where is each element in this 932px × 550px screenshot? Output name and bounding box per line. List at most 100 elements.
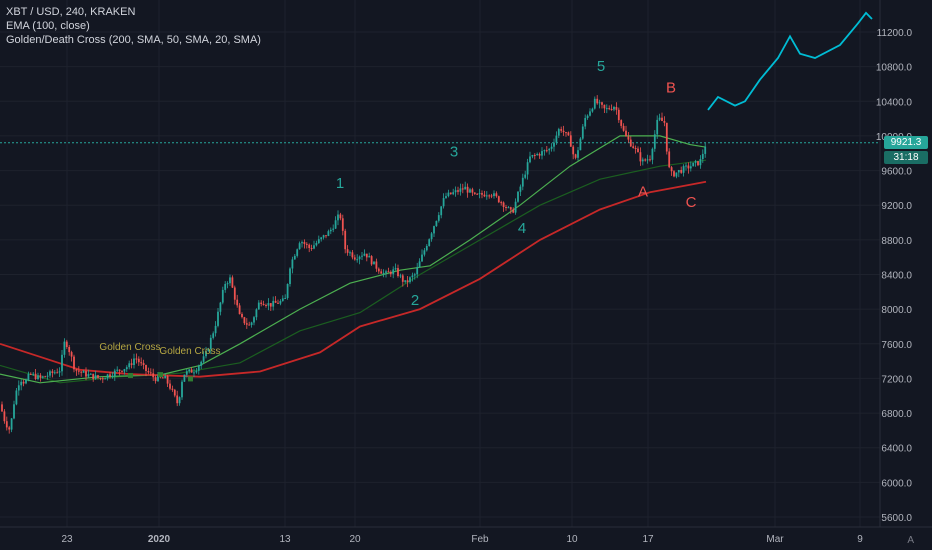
candle-body [639, 152, 642, 162]
x-tick-label: Feb [471, 534, 489, 545]
candle-body [682, 166, 685, 173]
candle-body [409, 277, 411, 283]
candle-body [49, 371, 51, 376]
candle-body [217, 311, 219, 326]
candle-body [392, 269, 395, 275]
candle-body [200, 361, 203, 366]
candle-body [161, 377, 164, 379]
candle-body [284, 298, 287, 299]
legend-cross[interactable]: Golden/Death Cross (200, SMA, 50, SMA, 2… [6, 34, 261, 46]
candle-body [97, 375, 99, 378]
candle-body [5, 421, 8, 428]
candle-body [620, 120, 623, 126]
y-tick-label: 6400.0 [881, 444, 912, 455]
legend-ema[interactable]: EMA (100, close) [6, 20, 90, 32]
candle-body [77, 370, 80, 372]
candle-body [13, 404, 15, 419]
candle-body [694, 161, 697, 163]
candle-body [332, 228, 335, 230]
candle-body [461, 188, 464, 190]
candle-body [425, 246, 428, 251]
candle-body [185, 371, 188, 375]
candle-body [634, 148, 637, 149]
legend-symbol[interactable]: XBT / USD, 240, KRAKEN [6, 6, 136, 18]
candle-body [329, 229, 332, 232]
candle-body [195, 370, 198, 373]
candle-body [334, 220, 337, 229]
candle-body [382, 272, 385, 274]
candle-body [418, 261, 421, 268]
candle-body [416, 267, 419, 275]
price-axis[interactable]: 11200.010800.010400.010000.09600.09200.0… [876, 28, 913, 524]
candle-body [341, 218, 344, 231]
candle-body [149, 372, 152, 374]
candle-body [346, 249, 349, 253]
candle-body [293, 255, 296, 260]
candle-body [406, 280, 409, 283]
candle-body [505, 207, 507, 208]
last-price-tag: 9921.3 [884, 136, 928, 149]
candle-body [243, 317, 246, 324]
candle-body [169, 383, 171, 389]
candle-body [37, 375, 39, 379]
candle-body [538, 154, 541, 156]
auto-scale-button[interactable]: A [907, 535, 914, 546]
candle-body [130, 363, 133, 365]
candle-body [20, 381, 23, 386]
candle-body [152, 373, 155, 378]
candle-body [368, 256, 371, 258]
y-tick-label: 7600.0 [881, 340, 912, 351]
candle-body [29, 373, 32, 375]
candle-body [572, 146, 575, 155]
candle-body [533, 155, 536, 156]
candle-body [488, 195, 491, 197]
candle-body [670, 167, 673, 172]
candle-body [356, 259, 359, 261]
candle-body [85, 371, 87, 377]
candle-body [315, 243, 318, 246]
candle-body [627, 136, 630, 140]
candle-body [596, 98, 599, 104]
candle-body [99, 377, 102, 379]
time-axis[interactable]: 23 2020 13 20 Feb 10 17 Mar 9 [61, 534, 863, 545]
candle-body [560, 129, 563, 131]
candle-body [413, 274, 416, 276]
candle-body [351, 252, 354, 258]
candle-body [214, 325, 217, 334]
wave-label-5: 5 [597, 58, 605, 75]
candle-body [622, 125, 625, 131]
candle-body [675, 172, 678, 177]
candle-body [615, 107, 618, 110]
candle-body [663, 121, 666, 123]
candle-body [411, 275, 414, 278]
candle-body [308, 244, 311, 248]
candle-body [164, 376, 167, 379]
candle-body [433, 226, 435, 234]
candle-body [226, 283, 229, 285]
candle-body [685, 165, 687, 167]
candle-body [562, 130, 565, 133]
candle-body [495, 193, 498, 197]
candle-body [106, 374, 109, 379]
candle-body [229, 277, 231, 284]
candle-body [365, 253, 368, 258]
candle-body [519, 186, 522, 192]
candle-body [536, 154, 539, 155]
candle-body [567, 132, 570, 136]
candle-body [440, 206, 443, 216]
candle-body [116, 369, 119, 371]
candle-body [649, 159, 651, 161]
candle-body [63, 341, 66, 355]
candle-body [697, 161, 699, 166]
candle-body [61, 354, 63, 372]
candle-body [605, 108, 608, 110]
candle-body [303, 242, 306, 244]
candle-body [241, 314, 243, 318]
x-tick-label: 23 [61, 534, 73, 545]
candle-body [46, 375, 49, 377]
candle-body [387, 271, 390, 273]
candle-body [553, 142, 555, 147]
candle-body [521, 177, 524, 187]
